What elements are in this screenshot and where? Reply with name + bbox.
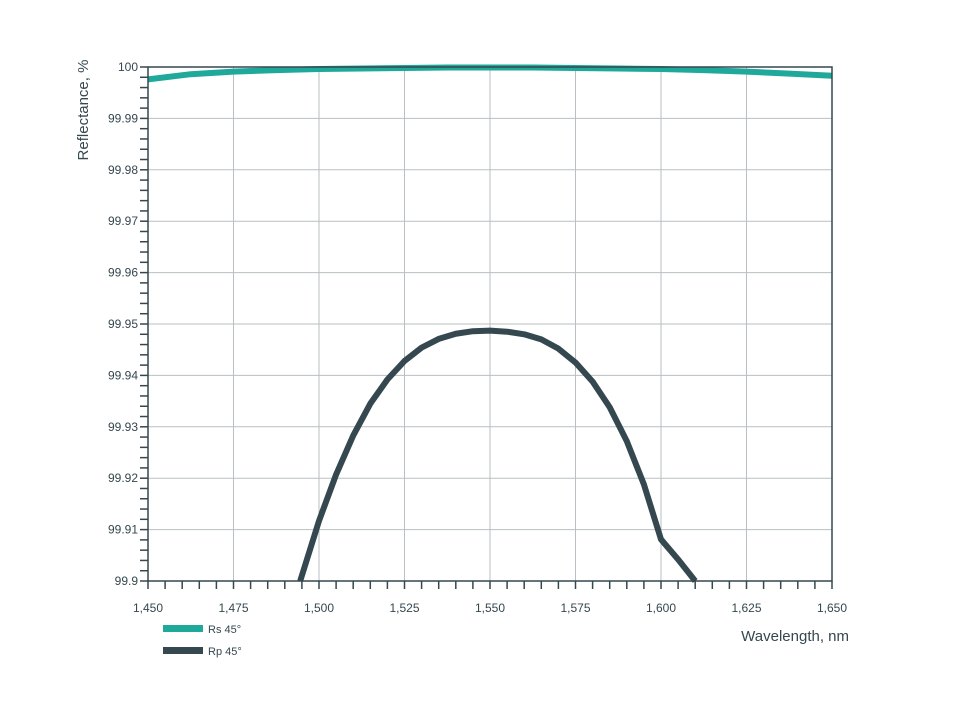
axis-ticks: [140, 66, 833, 589]
legend: Rs 45° Rp 45°: [163, 624, 242, 658]
y-tick-label: 99.98: [108, 163, 138, 177]
y-tick-label: 99.92: [108, 471, 138, 485]
x-axis-title: Wavelength, nm: [741, 628, 849, 645]
y-tick-label: 99.96: [108, 266, 138, 280]
x-tick-label: 1,550: [475, 601, 505, 615]
legend-item-rs: Rs 45°: [163, 624, 241, 636]
y-tick-label: 99.91: [108, 523, 138, 537]
y-tick-label: 99.99: [108, 111, 138, 125]
x-tick-label: 1,575: [560, 601, 590, 615]
x-tick-label: 1,450: [133, 601, 163, 615]
x-tick-label: 1,600: [646, 601, 676, 615]
series-line-rp: [297, 327, 698, 583]
legend-swatch-rp: [163, 647, 203, 654]
y-tick-label: 99.95: [108, 317, 138, 331]
x-tick-label: 1,500: [304, 601, 334, 615]
y-tick-label: 99.9: [115, 574, 139, 588]
y-tick-label: 99.94: [108, 368, 138, 382]
y-axis-title: Reflectance, %: [75, 60, 92, 161]
legend-item-rp: Rp 45°: [163, 646, 242, 658]
y-tick-label: 99.93: [108, 420, 138, 434]
x-tick-label: 1,475: [218, 601, 248, 615]
grid: [148, 67, 832, 581]
x-tick-label: 1,650: [817, 601, 847, 615]
x-tick-label: 1,625: [731, 601, 761, 615]
legend-label-rp: Rp 45°: [208, 646, 242, 658]
tick-labels: 99.9 99.91 99.92 99.93 99.94 99.95 99.96 99.97 9…: [108, 60, 847, 615]
x-tick-label: 1,525: [389, 601, 419, 615]
legend-swatch-rs: [163, 625, 203, 632]
y-tick-label: 100: [118, 60, 138, 74]
legend-label-rs: Rs 45°: [208, 624, 241, 636]
y-tick-label: 99.97: [108, 214, 138, 228]
